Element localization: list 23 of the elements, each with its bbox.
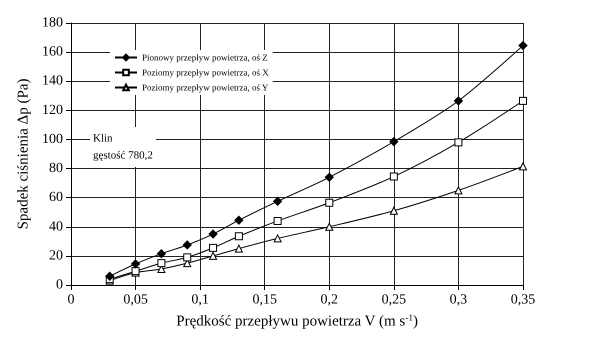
x-tick-label: 0	[68, 292, 74, 308]
x-tick-label: 0,05	[123, 292, 148, 308]
annotation: Klin gęstość 780,2	[93, 132, 153, 162]
x-tick-label: 0,1	[191, 292, 209, 308]
legend-label: Poziomy przepływ powietrza, oś Y	[142, 82, 269, 92]
y-axis-title: Spadek ciśnienia Δp (Pa)	[16, 78, 32, 230]
y-tick-label: 40	[49, 219, 63, 234]
x-tick-label: 0,3	[450, 292, 468, 308]
x-tick-label: 0,2	[320, 292, 338, 308]
y-tick-label: 140	[42, 74, 63, 89]
y-tick-label: 180	[42, 16, 63, 30]
legend-label: Pionowy przepływ powietrza, oś Z	[142, 52, 268, 62]
y-tick-label: 80	[49, 161, 63, 176]
y-tick-label: 20	[49, 248, 63, 264]
x-tick-label: 0,15	[252, 292, 277, 308]
x-tick-label: 0,25	[382, 292, 406, 308]
y-tick-label: 100	[42, 132, 63, 147]
y-tick-label: 120	[42, 102, 63, 118]
y-tick-label: 60	[49, 190, 63, 206]
y-tick-label: 0	[56, 278, 63, 292]
legend-label: Poziomy przepływ powietrza, oś X	[142, 68, 270, 78]
y-tick-label: 160	[42, 44, 63, 60]
x-tick-label: 0,35	[510, 292, 536, 308]
